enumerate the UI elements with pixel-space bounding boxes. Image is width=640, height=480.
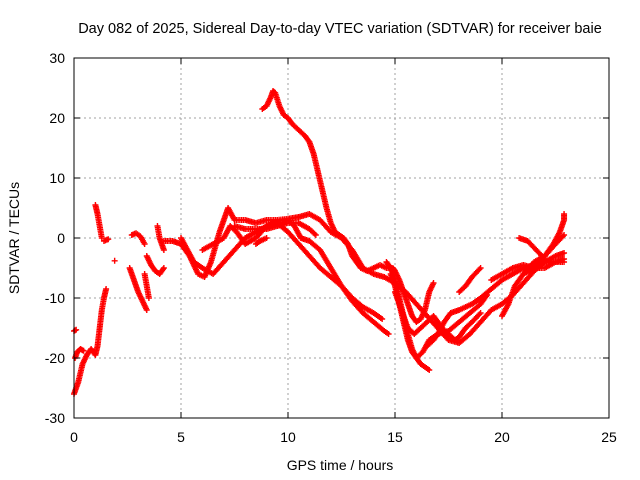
series-track-8 [126, 265, 150, 313]
series-track-7 [128, 230, 148, 247]
data-point [160, 265, 167, 271]
data-point [430, 280, 437, 286]
y-tick-label: -10 [45, 290, 65, 306]
chart-title: Day 082 of 2025, Sidereal Day-to-day VTE… [78, 21, 602, 37]
data-point [426, 367, 433, 373]
data-point [103, 286, 110, 292]
data-point [145, 295, 152, 301]
series-track-26 [516, 235, 548, 262]
x-axis-title: GPS time / hours [287, 457, 394, 473]
data-point [561, 211, 568, 217]
data-points [71, 88, 568, 397]
x-tick-label: 20 [494, 429, 510, 445]
y-tick-label: -20 [45, 350, 65, 366]
data-point [311, 230, 318, 237]
series-track-9 [141, 271, 152, 301]
series-track-22 [456, 265, 484, 295]
series-track-11 [154, 223, 167, 253]
x-tick-label: 15 [387, 429, 403, 445]
series-track-1 [71, 286, 110, 397]
data-point [477, 265, 484, 271]
data-point [80, 347, 87, 354]
series-track-4 [92, 202, 105, 241]
data-point [160, 247, 167, 253]
data-point [111, 257, 118, 264]
series-track-10 [143, 253, 167, 277]
series-track-16 [252, 235, 270, 247]
data-point [141, 241, 148, 247]
series-track-5 [100, 236, 112, 244]
y-tick-label: 0 [57, 230, 65, 246]
data-point [476, 266, 483, 273]
data-point [561, 250, 568, 256]
x-tick-label: 10 [280, 429, 296, 445]
x-tick-label: 25 [601, 429, 617, 445]
y-tick-label: -30 [45, 410, 65, 426]
series-track-6 [111, 257, 118, 264]
x-tick-label: 0 [70, 429, 78, 445]
data-point [143, 307, 150, 313]
data-point [160, 266, 167, 273]
data-point [477, 310, 484, 316]
data-point [540, 254, 547, 261]
data-point [561, 232, 568, 238]
y-tick-label: 20 [49, 110, 65, 126]
data-point [263, 235, 270, 241]
data-point [379, 316, 386, 322]
data-point [541, 256, 548, 262]
data-point [312, 232, 319, 238]
series-track-17 [259, 88, 437, 325]
series-track-20 [392, 289, 484, 343]
y-tick-label: 30 [49, 50, 65, 66]
y-tick-label: 10 [49, 170, 65, 186]
data-point [476, 311, 483, 318]
y-axis-title: SDTVAR / TECUs [6, 182, 22, 294]
series-track-2 [72, 346, 87, 361]
data-point [561, 256, 568, 262]
series-track-15 [231, 220, 319, 238]
axis-ticks: 0 5 10 15 20 25 -30 -20 -10 0 10 20 30 [45, 50, 617, 445]
data-point [559, 233, 566, 240]
data-point [385, 331, 392, 337]
data-point [105, 236, 112, 243]
x-tick-label: 5 [177, 429, 185, 445]
